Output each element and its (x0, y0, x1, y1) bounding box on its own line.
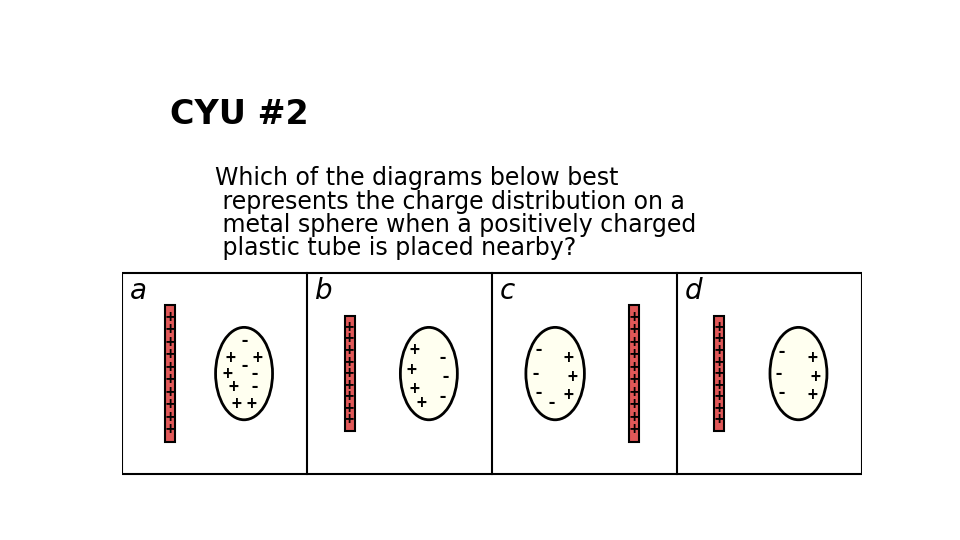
Text: +: + (807, 386, 817, 404)
Text: +: + (564, 386, 574, 404)
Text: +: + (410, 341, 420, 360)
Text: plastic tube is placed nearby?: plastic tube is placed nearby? (215, 236, 576, 260)
Bar (165, 305, 175, 442)
Text: +: + (345, 412, 354, 427)
Bar (630, 305, 639, 442)
Text: +: + (630, 397, 639, 412)
Text: b: b (315, 276, 332, 305)
Text: +: + (630, 347, 639, 362)
Text: +: + (345, 389, 354, 404)
Text: +: + (165, 360, 175, 375)
Text: +: + (714, 332, 724, 347)
Text: +: + (810, 368, 821, 387)
Text: +: + (630, 322, 639, 338)
Text: +: + (165, 310, 175, 325)
Text: -: - (546, 394, 556, 412)
Text: CYU #2: CYU #2 (170, 98, 309, 131)
Text: +: + (567, 368, 577, 387)
Text: +: + (345, 366, 354, 381)
Text: Which of the diagrams below best: Which of the diagrams below best (215, 166, 618, 191)
Text: +: + (345, 332, 354, 347)
Text: +: + (165, 322, 175, 338)
Text: +: + (247, 395, 256, 414)
Text: +: + (630, 385, 639, 400)
Text: +: + (410, 380, 420, 398)
Text: +: + (714, 377, 724, 393)
Text: a: a (131, 276, 147, 305)
Text: +: + (630, 422, 639, 437)
Text: d: d (684, 276, 702, 305)
Text: +: + (165, 410, 175, 424)
Text: +: + (228, 379, 238, 396)
Text: +: + (714, 412, 724, 427)
Ellipse shape (216, 327, 273, 420)
Bar (123, 273, 861, 475)
Text: +: + (407, 361, 417, 379)
Text: -: - (239, 357, 249, 375)
Text: +: + (165, 422, 175, 437)
Text: +: + (165, 385, 175, 400)
Text: +: + (345, 401, 354, 416)
Text: +: + (714, 343, 724, 358)
Text: +: + (345, 343, 354, 358)
Text: +: + (252, 349, 263, 367)
Text: -: - (530, 364, 540, 382)
Text: +: + (630, 310, 639, 325)
Text: -: - (438, 388, 447, 406)
Text: +: + (345, 355, 354, 369)
Text: +: + (165, 347, 175, 362)
Text: -: - (239, 332, 249, 350)
Ellipse shape (526, 327, 585, 420)
Text: +: + (630, 410, 639, 424)
Bar (345, 316, 354, 431)
Text: c: c (500, 276, 515, 305)
Text: +: + (630, 360, 639, 375)
Text: +: + (714, 401, 724, 416)
Text: +: + (345, 320, 354, 335)
Text: -: - (438, 349, 447, 367)
Text: -: - (533, 341, 543, 360)
Text: +: + (226, 349, 235, 367)
Ellipse shape (770, 327, 827, 420)
Text: +: + (416, 394, 426, 412)
Text: +: + (630, 372, 639, 387)
Text: +: + (714, 389, 724, 404)
Text: +: + (630, 335, 639, 350)
Text: metal sphere when a positively charged: metal sphere when a positively charged (215, 213, 696, 237)
Text: +: + (165, 335, 175, 350)
Text: -: - (774, 364, 783, 382)
Text: -: - (777, 384, 786, 402)
Text: +: + (165, 397, 175, 412)
Text: -: - (777, 343, 786, 361)
Text: +: + (807, 349, 817, 367)
Text: +: + (564, 349, 574, 367)
Text: -: - (250, 379, 260, 396)
Ellipse shape (400, 327, 457, 420)
Text: +: + (714, 355, 724, 369)
Text: +: + (165, 372, 175, 387)
Text: +: + (231, 395, 241, 414)
Text: +: + (714, 320, 724, 335)
Bar (714, 316, 724, 431)
Text: -: - (441, 368, 451, 387)
Text: +: + (222, 364, 232, 382)
Text: represents the charge distribution on a: represents the charge distribution on a (215, 190, 684, 213)
Text: +: + (714, 366, 724, 381)
Text: +: + (345, 377, 354, 393)
Text: -: - (533, 384, 543, 402)
Text: -: - (250, 364, 260, 382)
